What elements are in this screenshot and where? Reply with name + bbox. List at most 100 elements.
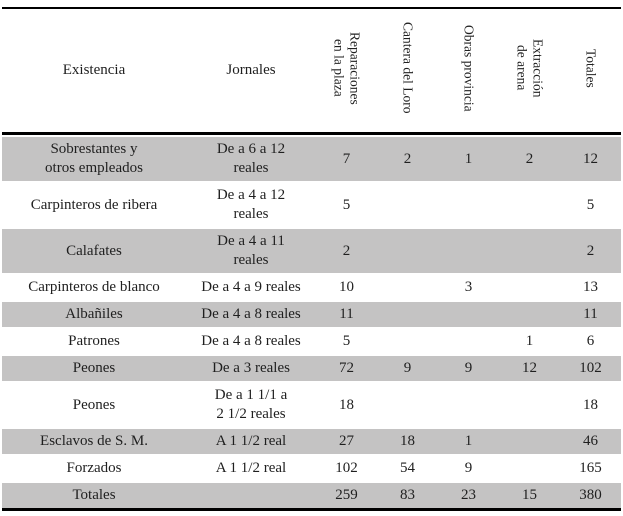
cell-value: 15: [499, 483, 560, 511]
cell-value: [377, 229, 438, 273]
table-row-totals: Totales 259 83 23 15 380: [2, 483, 621, 511]
cell-jornales: De a 6 a 12 reales: [186, 137, 316, 181]
cell-value: 2: [560, 229, 621, 273]
cell-value: [499, 383, 560, 427]
cell-value: [377, 275, 438, 300]
col-header-obras: Obras provincia: [438, 7, 499, 135]
cell-value: 7: [316, 137, 377, 181]
cell-value: 9: [438, 356, 499, 381]
rotated-label: Reparaciones en la plaza: [331, 31, 363, 105]
cell-jornales: A 1 1/2 real: [186, 429, 316, 454]
cell-jornales: [186, 483, 316, 511]
cell-value: 5: [586, 196, 595, 213]
cell-value: 12: [560, 137, 621, 181]
table-row: Carpinteros de blanco De a 4 a 9 reales …: [2, 275, 621, 300]
cell-value: 5: [342, 333, 351, 349]
cell-value: 9: [464, 460, 473, 476]
table-row: Calafates De a 4 a 11 reales 2 2: [2, 229, 621, 273]
cell-value: 1: [438, 137, 499, 181]
cell-value: 102: [335, 460, 358, 476]
cell-value: 46: [560, 429, 621, 454]
cell-existencia: Esclavos de S. M.: [2, 429, 186, 454]
cell-value: [438, 329, 499, 354]
cell-value: 12: [499, 356, 560, 381]
cell-existencia: Patrones: [68, 333, 120, 349]
table-row: Peones De a 1 1/1 a 2 1/2 reales 18 18: [2, 383, 621, 427]
cell-jornales: A 1 1/2 real: [215, 460, 287, 476]
rotated-label: Cantera del Loro: [400, 22, 416, 114]
cell-value: 2: [499, 137, 560, 181]
cell-value: 83: [377, 483, 438, 511]
cell-value: [499, 229, 560, 273]
cell-value: [377, 383, 438, 427]
cell-value: 72: [316, 356, 377, 381]
col-header-totales: Totales: [560, 7, 621, 135]
cell-value: 5: [342, 196, 351, 213]
cell-jornales: De a 4 a 8 reales: [201, 333, 301, 349]
cell-value: 18: [339, 396, 354, 413]
cell-jornales: De a 4 a 12 reales: [216, 187, 286, 222]
rotated-label: Totales: [583, 48, 599, 88]
cell-value: 11: [560, 302, 621, 327]
cell-value: 3: [464, 279, 473, 295]
cell-value: [438, 229, 499, 273]
cell-jornales: De a 4 a 11 reales: [186, 229, 316, 273]
cell-jornales: De a 1 1/1 a 2 1/2 reales: [214, 387, 288, 422]
cell-value: [499, 275, 560, 300]
cell-value: [499, 429, 560, 454]
table-row: Albañiles De a 4 a 8 reales 11 11: [2, 302, 621, 327]
table-row: Peones De a 3 reales 72 9 9 12 102: [2, 356, 621, 381]
col-header-jornales: Jornales: [186, 7, 316, 135]
table-row: Patrones De a 4 a 8 reales 5 1 6: [2, 329, 621, 354]
cell-value: 9: [377, 356, 438, 381]
rotated-label: Extracción de arena: [514, 38, 546, 98]
cell-value: 2: [316, 229, 377, 273]
cell-value: 54: [400, 460, 415, 476]
cell-existencia: Peones: [72, 396, 116, 413]
table-row: Forzados A 1 1/2 real 102 54 9 165: [2, 456, 621, 481]
cell-value: 13: [583, 279, 598, 295]
cell-value: 18: [377, 429, 438, 454]
table-row: Sobrestantes y otros empleados De a 6 a …: [2, 137, 621, 181]
cell-value: [438, 383, 499, 427]
cell-existencia: Carpinteros de blanco: [28, 279, 160, 295]
cell-jornales: De a 4 a 9 reales: [201, 279, 301, 295]
cell-value: 23: [438, 483, 499, 511]
table-row: Carpinteros de ribera De a 4 a 12 reales…: [2, 183, 621, 227]
cell-value: [499, 456, 560, 481]
cell-value: [499, 183, 560, 227]
header-row: Existencia Jornales Reparaciones en la p…: [2, 7, 621, 135]
cell-value: [377, 329, 438, 354]
cell-value: 2: [377, 137, 438, 181]
cell-value: 6: [586, 333, 595, 349]
cell-existencia: Carpinteros de ribera: [30, 196, 158, 213]
cell-existencia: Forzados: [66, 460, 122, 476]
cell-value: [438, 183, 499, 227]
col-header-reparaciones: Reparaciones en la plaza: [316, 7, 377, 135]
cell-value: [377, 183, 438, 227]
cell-existencia: Totales: [2, 483, 186, 511]
cell-value: [438, 302, 499, 327]
col-header-cantera: Cantera del Loro: [377, 7, 438, 135]
cell-value: 380: [560, 483, 621, 511]
cell-existencia: Calafates: [2, 229, 186, 273]
cell-value: 27: [316, 429, 377, 454]
cell-value: 1: [438, 429, 499, 454]
cell-value: 165: [579, 460, 602, 476]
col-header-extraccion: Extracción de arena: [499, 7, 560, 135]
cell-existencia: Albañiles: [2, 302, 186, 327]
workers-jornales-table: Existencia Jornales Reparaciones en la p…: [2, 5, 621, 513]
table-row: Esclavos de S. M. A 1 1/2 real 27 18 1 4…: [2, 429, 621, 454]
cell-value: 1: [525, 333, 534, 349]
cell-existencia: Peones: [2, 356, 186, 381]
cell-value: [499, 302, 560, 327]
col-header-existencia: Existencia: [2, 7, 186, 135]
cell-value: 10: [339, 279, 354, 295]
cell-jornales: De a 4 a 8 reales: [186, 302, 316, 327]
cell-value: 18: [583, 396, 598, 413]
cell-value: [377, 302, 438, 327]
cell-existencia: Sobrestantes y otros empleados: [2, 137, 186, 181]
cell-value: 11: [316, 302, 377, 327]
cell-value: 102: [560, 356, 621, 381]
